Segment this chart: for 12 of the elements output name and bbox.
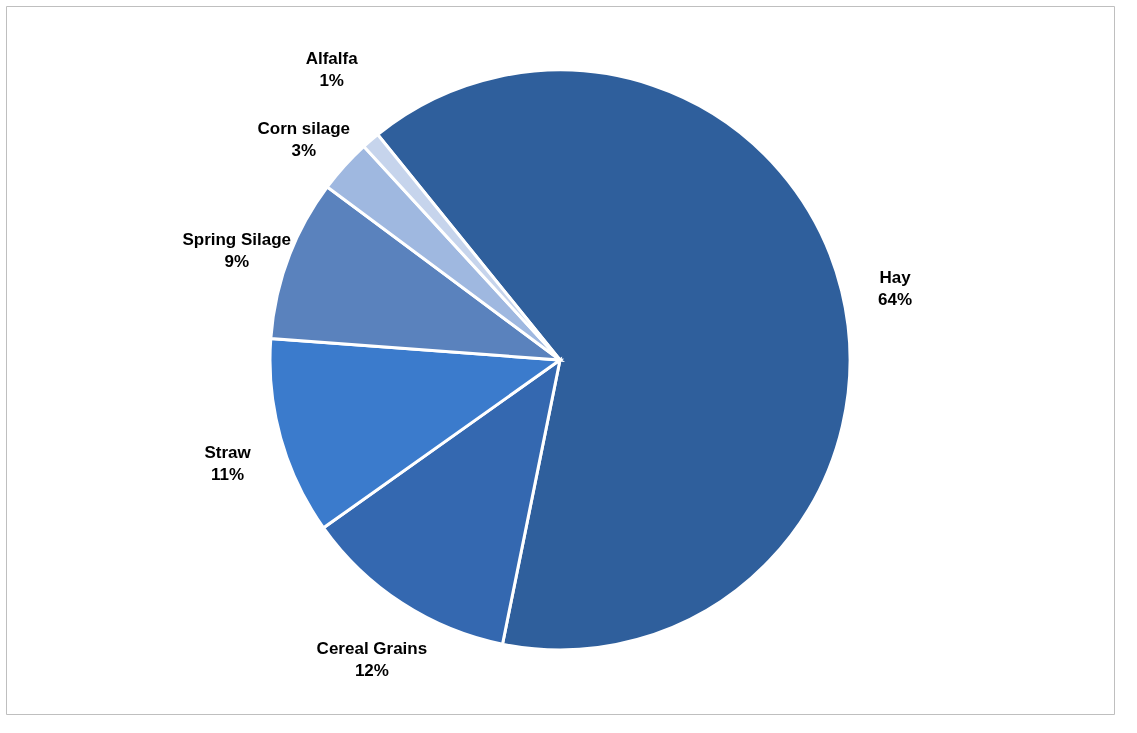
data-label: 12% <box>354 661 389 681</box>
slice-label: Corn silage <box>257 118 351 138</box>
slice-label: Straw <box>204 442 252 462</box>
data-label: 9% <box>224 251 250 271</box>
data-label: 1% <box>319 70 344 90</box>
data-label: 3% <box>291 140 317 160</box>
slice-label: Spring Silage <box>182 229 292 249</box>
data-label: 11% <box>211 464 245 484</box>
data-label: 64% <box>878 289 913 309</box>
slice-label: Hay <box>879 267 912 287</box>
slice-label: Alfalfa <box>305 48 359 68</box>
slice-label: Cereal Grains <box>316 639 428 659</box>
